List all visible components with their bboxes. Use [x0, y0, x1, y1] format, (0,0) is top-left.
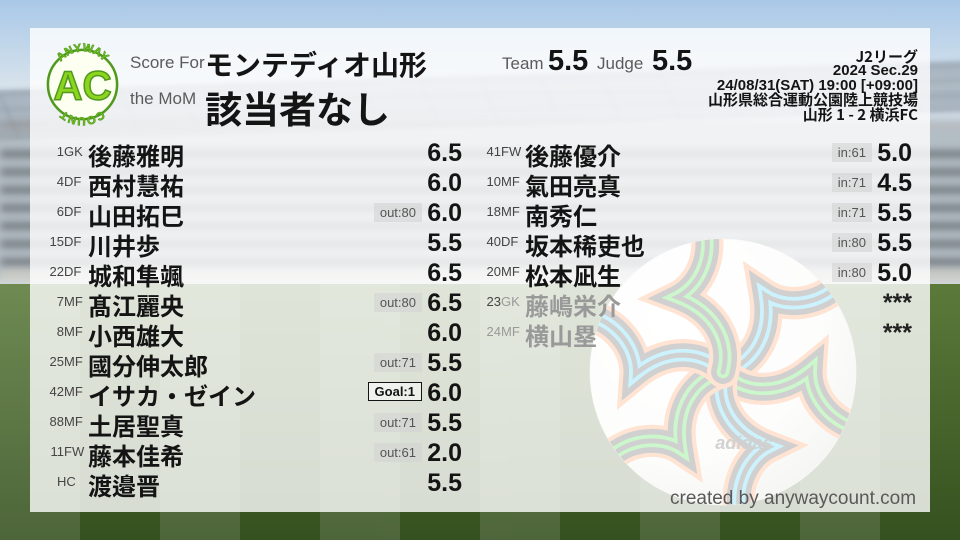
svg-text:AC: AC — [53, 63, 111, 109]
